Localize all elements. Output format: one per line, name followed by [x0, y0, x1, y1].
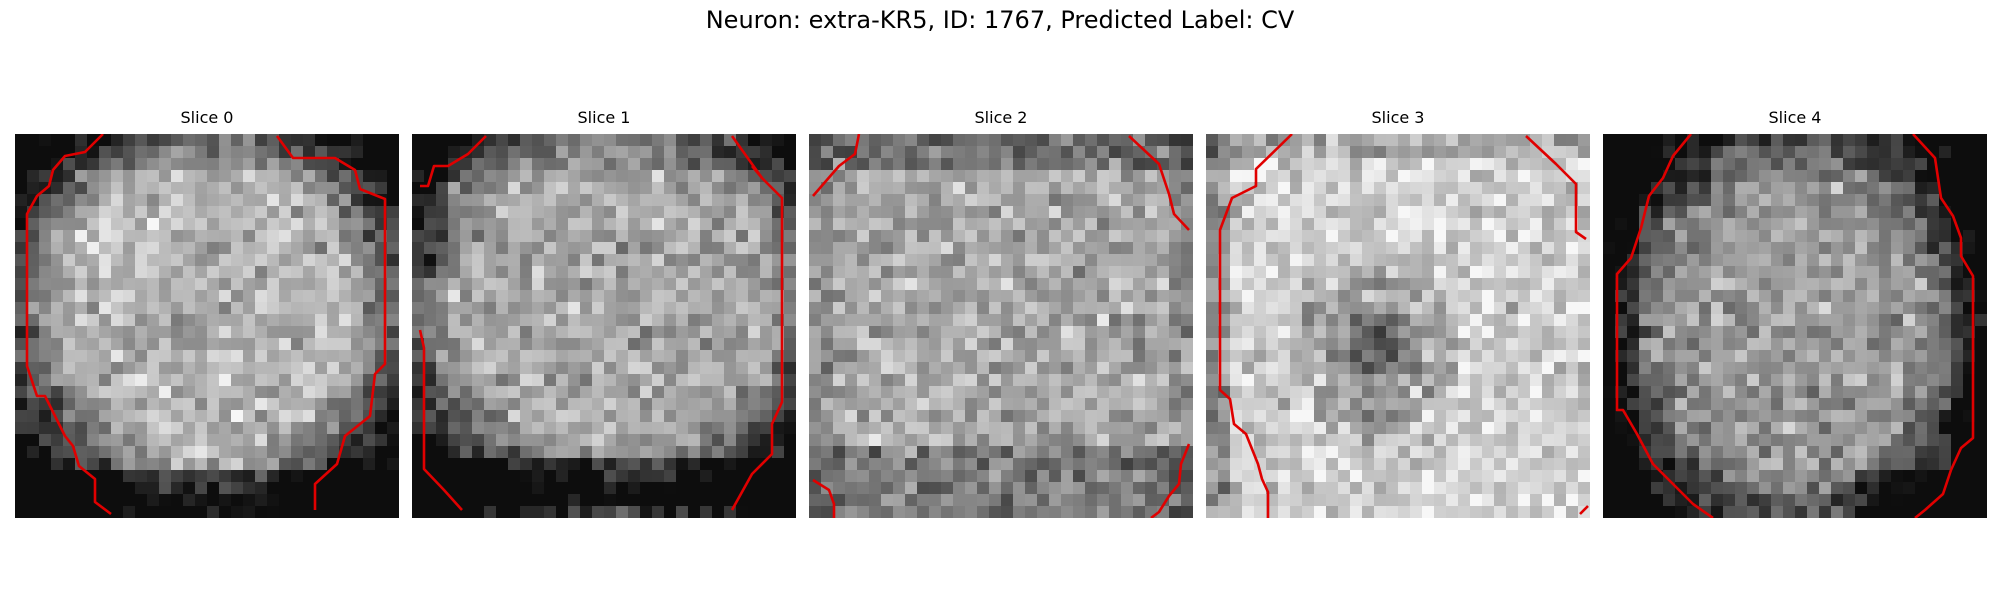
slice-title: Slice 2 [974, 108, 1028, 127]
contour-line [1150, 443, 1191, 518]
slice-image [1206, 134, 1590, 518]
contour-line [751, 165, 763, 179]
contour-line [1218, 134, 1293, 518]
slice-image [809, 134, 1193, 518]
contour-line [420, 135, 487, 188]
contour-line [1912, 134, 1975, 518]
slice-image [15, 134, 399, 518]
slice-image [1603, 134, 1987, 518]
slice-title: Slice 3 [1371, 108, 1425, 127]
slice-image [412, 134, 796, 518]
contour-line [1128, 135, 1190, 231]
contour-line [1579, 505, 1589, 515]
contour-line [1615, 134, 1714, 518]
contour-line [1525, 135, 1587, 241]
contour-line [418, 329, 463, 511]
slice-title: Slice 4 [1768, 108, 1822, 127]
slice-title: Slice 0 [180, 108, 234, 127]
contour-line [275, 135, 387, 510]
contour-line [25, 134, 112, 516]
contour-line [812, 134, 861, 197]
figure-title: Neuron: extra-KR5, ID: 1767, Predicted L… [705, 6, 1295, 34]
slice-title: Slice 1 [577, 108, 631, 127]
contour-line [812, 478, 836, 518]
